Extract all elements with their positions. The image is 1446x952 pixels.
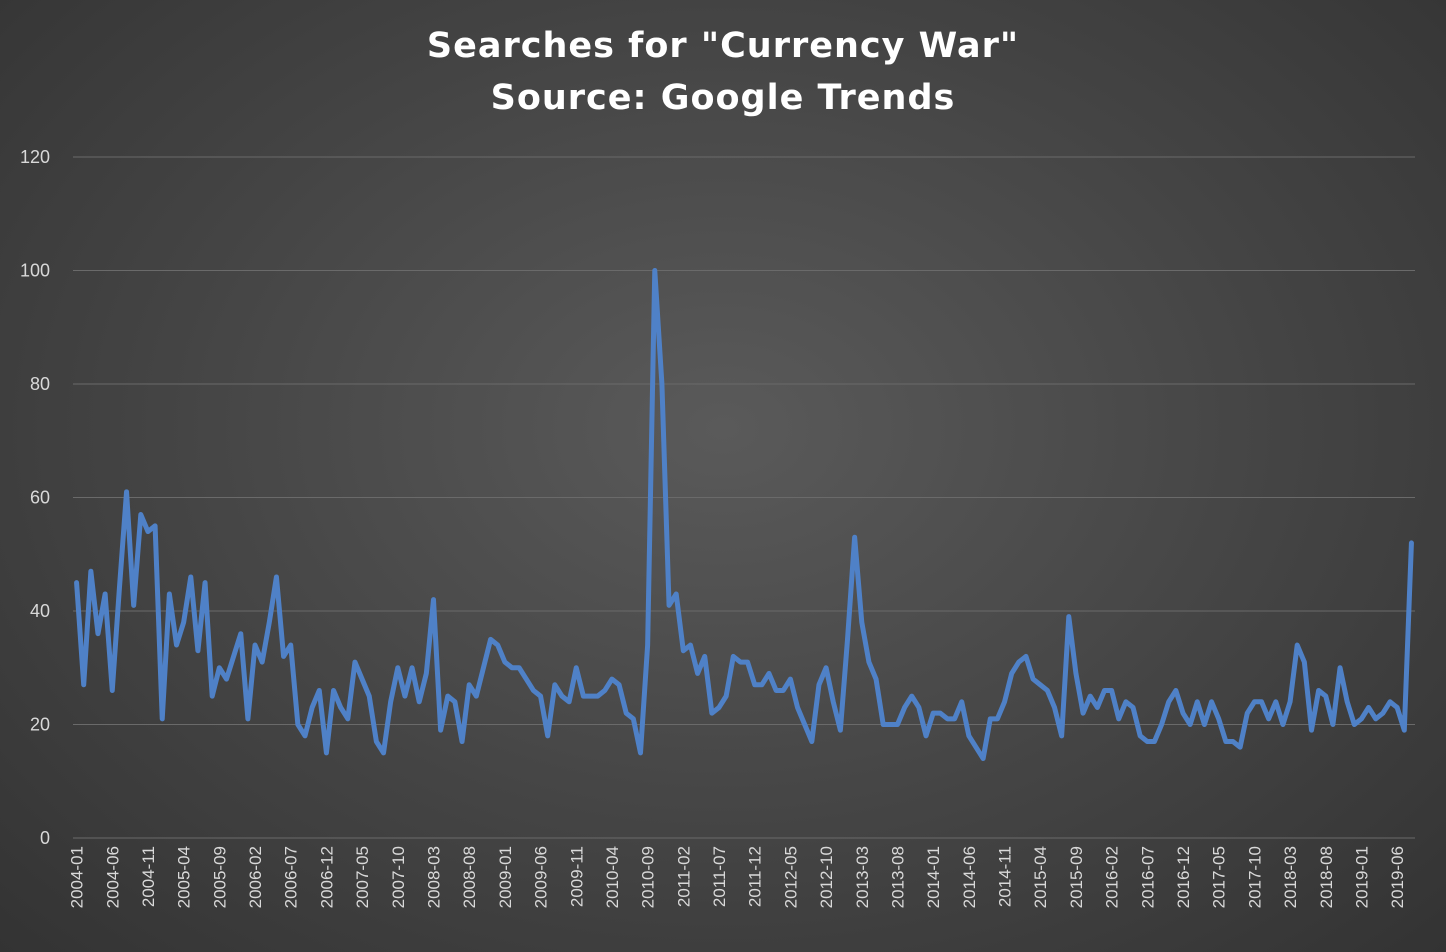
x-tick-label: 2009-01 [496,846,515,908]
x-tick-label: 2016-02 [1103,846,1122,908]
x-tick-label: 2008-03 [424,846,443,908]
y-tick-label: 0 [40,828,50,848]
x-tick-label: 2015-04 [1031,846,1050,908]
y-tick-label: 40 [30,601,50,621]
y-axis: 0 20 40 60 80 100 120 [20,147,50,848]
x-tick-label: 2006-02 [246,846,265,908]
x-tick-label: 2017-10 [1245,846,1264,908]
x-tick-label: 2019-06 [1388,846,1407,908]
x-tick-label: 2007-05 [353,846,372,908]
x-tick-label: 2015-09 [1067,846,1086,908]
x-tick-label: 2009-06 [532,846,551,908]
y-tick-label: 20 [30,715,50,735]
y-tick-label: 80 [30,374,50,394]
chart-subtitle: Source: Google Trends [490,78,956,118]
chart-title: Searches for "Currency War" [426,26,1020,66]
x-tick-label: 2014-06 [960,846,979,908]
x-tick-label: 2017-05 [1210,846,1229,908]
x-axis: 2004-01 2004-06 2004-11 2005-04 2005-09 2006-… [68,846,1408,908]
x-tick-label: 2012-05 [781,846,800,908]
x-tick-label: 2014-01 [924,846,943,908]
x-tick-label: 2006-12 [317,846,336,908]
x-tick-label: 2014-11 [996,846,1015,907]
x-tick-label: 2005-04 [175,846,194,908]
x-tick-label: 2008-08 [460,846,479,908]
series-line [74,268,1414,762]
x-tick-label: 2011-12 [746,846,765,907]
x-tick-label: 2016-07 [1138,846,1157,908]
y-tick-label: 60 [30,488,50,508]
x-tick-label: 2004-01 [68,846,87,908]
gridlines [73,156,1415,839]
x-tick-label: 2013-08 [888,846,907,908]
x-tick-label: 2005-09 [210,846,229,908]
x-tick-label: 2018-08 [1317,846,1336,908]
x-tick-label: 2010-04 [603,846,622,908]
x-tick-label: 2004-11 [139,846,158,907]
x-tick-label: 2007-10 [389,846,408,908]
x-tick-label: 2006-07 [282,846,301,908]
x-tick-label: 2004-06 [103,846,122,908]
x-tick-label: 2019-01 [1352,846,1371,908]
x-tick-label: 2011-07 [710,846,729,907]
x-tick-label: 2011-02 [674,846,693,907]
x-tick-label: 2009-11 [567,846,586,907]
y-tick-label: 100 [20,261,50,281]
x-tick-label: 2012-10 [817,846,836,908]
y-tick-label: 120 [20,147,50,167]
x-tick-label: 2018-03 [1281,846,1300,908]
x-tick-label: 2013-03 [853,846,872,908]
series-layer [74,268,1414,762]
x-tick-label: 2016-12 [1174,846,1193,908]
x-tick-label: 2010-09 [639,846,658,908]
